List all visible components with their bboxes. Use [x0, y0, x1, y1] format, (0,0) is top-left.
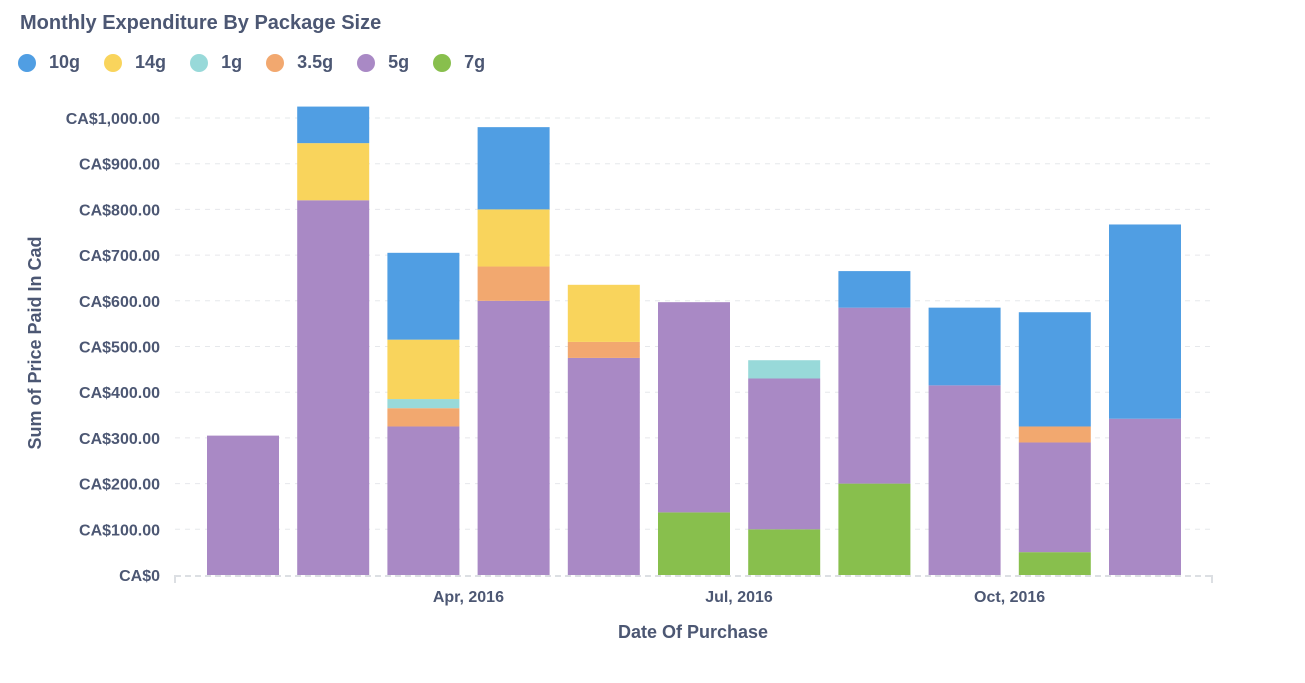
legend-label: 14g	[135, 52, 167, 72]
y-tick-label: CA$300.00	[79, 431, 160, 448]
bar-segment-5g[interactable]	[567, 357, 640, 575]
bar-stack[interactable]	[748, 360, 821, 575]
y-tick-label: CA$800.00	[79, 202, 160, 219]
bar-segment-5g[interactable]	[748, 378, 821, 530]
legend-swatch	[190, 53, 209, 72]
chart-title: Monthly Expenditure By Package Size	[20, 12, 382, 34]
bar-stack[interactable]	[207, 435, 279, 575]
bar-stack[interactable]	[477, 127, 550, 575]
x-tick-label: Jul, 2016	[705, 589, 773, 606]
legend-item-14g[interactable]: 14g	[104, 52, 166, 73]
y-tick-label: CA$900.00	[79, 157, 160, 174]
bar-segment-5g[interactable]	[658, 302, 730, 513]
y-axis-label: Sum of Price Paid In Cad	[25, 236, 45, 449]
bar-segment-1g[interactable]	[387, 399, 460, 409]
legend-label: 10g	[49, 52, 81, 72]
bar-segment-14g[interactable]	[387, 339, 460, 400]
bar-segment-5g[interactable]	[207, 435, 279, 575]
y-tick-label: CA$700.00	[79, 248, 160, 265]
bar-segment-5g[interactable]	[387, 426, 460, 575]
x-axis-label: Date Of Purchase	[618, 622, 768, 642]
bar-stack[interactable]	[387, 252, 460, 575]
legend-item-1g[interactable]: 1g	[190, 52, 242, 73]
bar-segment-3.5g[interactable]	[387, 408, 460, 427]
chart-legend: 10g 14g 1g 3.5g 5g 7g	[18, 52, 509, 73]
x-tick-label: Apr, 2016	[433, 589, 504, 606]
legend-label: 5g	[388, 52, 410, 72]
bar-stack[interactable]	[567, 284, 640, 575]
legend-label: 3.5g	[297, 52, 334, 72]
bar-segment-10g[interactable]	[1109, 224, 1181, 419]
bar-segment-7g[interactable]	[1018, 552, 1091, 575]
y-tick-label: CA$500.00	[79, 340, 160, 357]
bar-stack[interactable]	[1018, 312, 1091, 575]
x-axis: Apr, 2016 Jul, 2016 Oct, 2016	[174, 575, 1213, 606]
bar-stack[interactable]	[1109, 224, 1181, 575]
bar-segment-10g[interactable]	[1018, 312, 1091, 427]
legend-item-10g[interactable]: 10g	[18, 52, 80, 73]
legend-item-5g[interactable]: 5g	[357, 52, 409, 73]
bar-segment-14g[interactable]	[567, 284, 640, 342]
legend-item-3.5g[interactable]: 3.5g	[266, 52, 333, 73]
bar-segment-14g[interactable]	[477, 209, 550, 267]
bar-segment-10g[interactable]	[838, 271, 911, 308]
y-tick-label: CA$200.00	[79, 477, 160, 494]
bar-segment-7g[interactable]	[748, 529, 821, 575]
legend-swatch	[18, 53, 36, 72]
legend-swatch	[266, 53, 285, 72]
bar-segment-5g[interactable]	[477, 300, 550, 575]
bar-segment-5g[interactable]	[297, 200, 370, 575]
bar-segment-3.5g[interactable]	[1018, 426, 1091, 443]
bar-segment-7g[interactable]	[658, 512, 730, 575]
bar-segment-10g[interactable]	[928, 307, 1001, 386]
bar-segment-5g[interactable]	[1109, 418, 1181, 575]
y-axis: CA$0 CA$100.00 CA$200.00 CA$300.00 CA$400.00…	[66, 111, 160, 585]
y-tick-label: CA$0	[119, 568, 160, 585]
bar-segment-10g[interactable]	[297, 106, 370, 144]
bar-segment-10g[interactable]	[477, 127, 550, 210]
legend-label: 1g	[221, 52, 243, 72]
legend-swatch	[357, 53, 376, 72]
y-tick-label: CA$1,000.00	[66, 111, 160, 128]
bar-stack[interactable]	[297, 106, 370, 575]
bar-stack[interactable]	[838, 271, 911, 575]
legend-item-7g[interactable]: 7g	[433, 52, 485, 73]
bar-stacks	[207, 106, 1181, 575]
bar-segment-5g[interactable]	[1018, 442, 1091, 553]
legend-label: 7g	[464, 52, 486, 72]
y-tick-label: CA$400.00	[79, 385, 160, 402]
bar-segment-3.5g[interactable]	[567, 341, 640, 358]
bar-stack[interactable]	[928, 307, 1001, 575]
legend-swatch	[433, 53, 452, 72]
bar-segment-3.5g[interactable]	[477, 266, 550, 301]
y-tick-label: CA$600.00	[79, 294, 160, 311]
bar-segment-14g[interactable]	[297, 143, 370, 201]
bar-segment-5g[interactable]	[838, 307, 911, 484]
bar-segment-10g[interactable]	[387, 252, 460, 340]
x-tick-label: Oct, 2016	[974, 589, 1045, 606]
legend-swatch	[104, 53, 123, 72]
bar-segment-5g[interactable]	[928, 385, 1001, 575]
bar-stack[interactable]	[658, 302, 730, 575]
y-tick-label: CA$100.00	[79, 522, 160, 539]
bar-segment-7g[interactable]	[838, 483, 911, 575]
bar-segment-1g[interactable]	[748, 360, 821, 379]
